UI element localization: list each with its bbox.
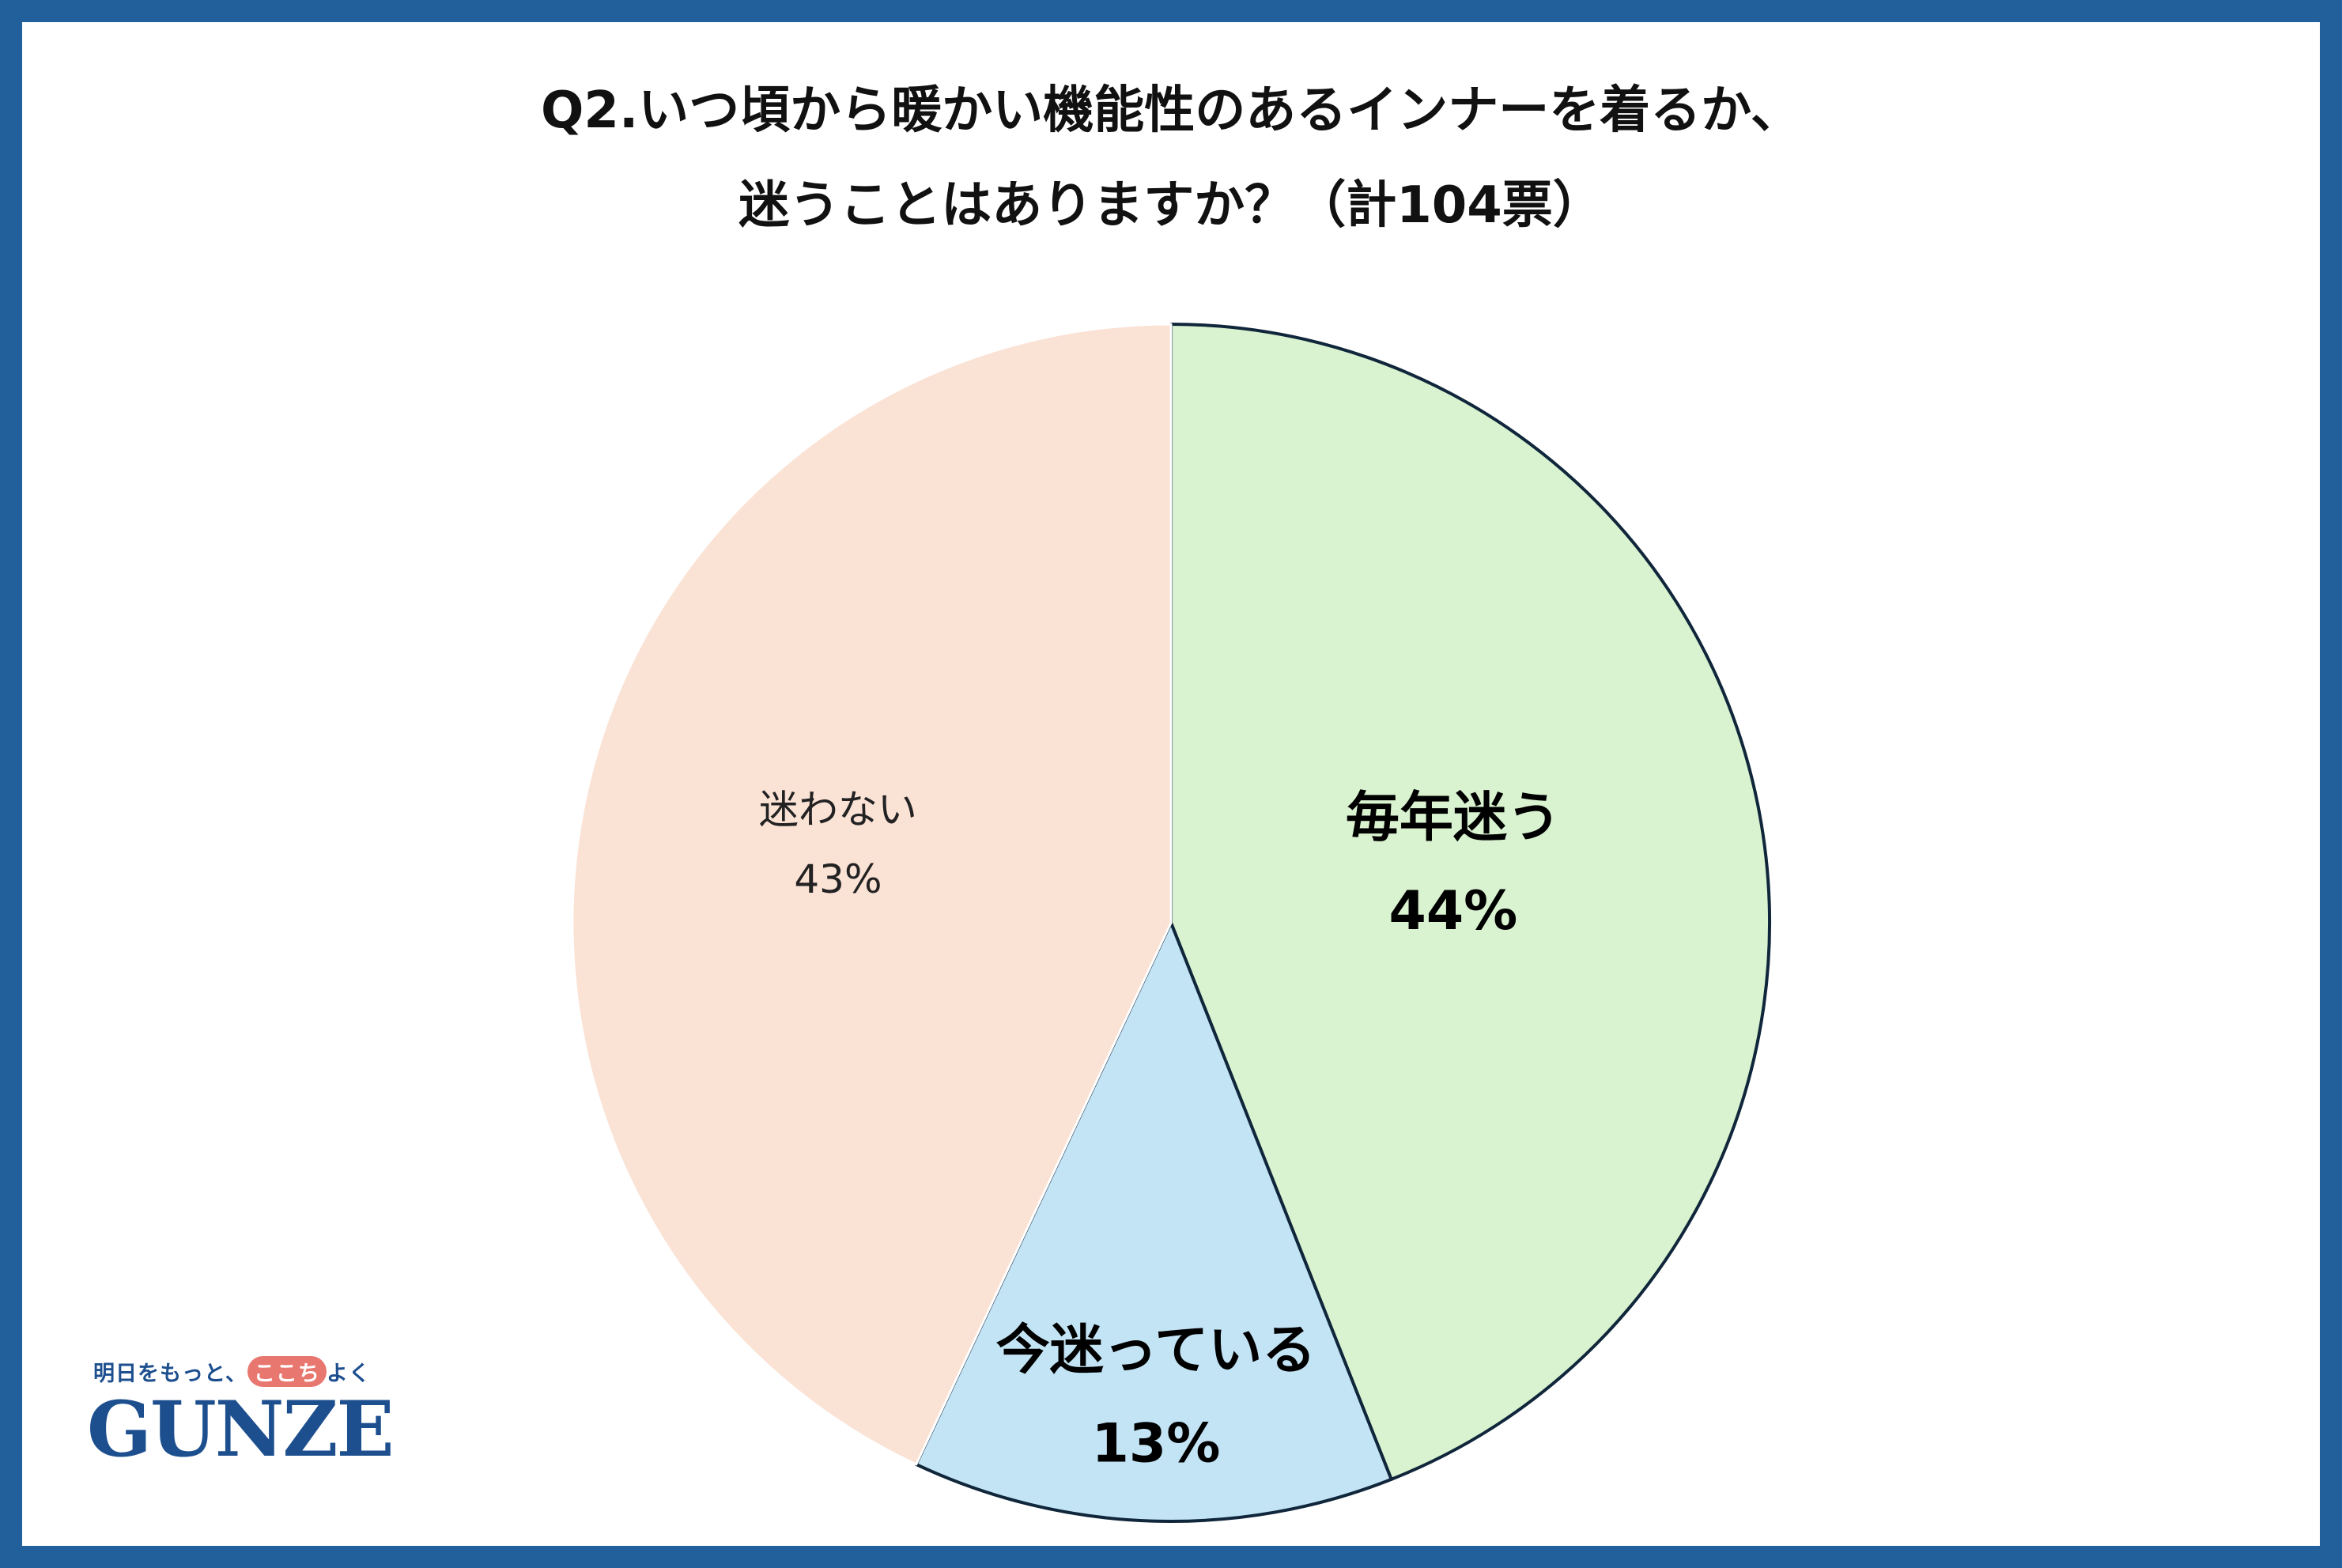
slice-every-year (1169, 323, 1771, 1481)
slice-every-year-label: 毎年迷う (1346, 787, 1561, 849)
logo-tagline-post: よく (326, 1362, 371, 1386)
gunze-logo: 明日をもっと、 ここち よく GUNZE (87, 1356, 403, 1498)
logo-brand: GUNZE (87, 1385, 395, 1474)
logo-tagline-pre: 明日をもっと、 (93, 1362, 247, 1386)
chart-title: Q2.いつ頃から暖かい機能性のあるインナーを着るか、 迷うことはありますか？（計… (0, 63, 2342, 253)
slice-never (571, 323, 1173, 1466)
chart-title-line-2: 迷うことはありますか？（計104票） (738, 176, 1604, 235)
slice-currently-percent: 13% (1092, 1412, 1221, 1475)
slice-every-year-percent: 44% (1389, 880, 1518, 943)
logo-tagline: 明日をもっと、 ここち よく (93, 1356, 371, 1387)
slice-never-label: 迷わない (759, 787, 917, 833)
slice-currently-label: 今迷っている (996, 1319, 1316, 1381)
slice-never-percent: 43% (794, 856, 882, 902)
logo-tagline-highlight: ここち (247, 1356, 327, 1387)
slice-currently (914, 921, 1393, 1523)
chart-title-line-1: Q2.いつ頃から暖かい機能性のあるインナーを着るか、 (541, 81, 1801, 140)
